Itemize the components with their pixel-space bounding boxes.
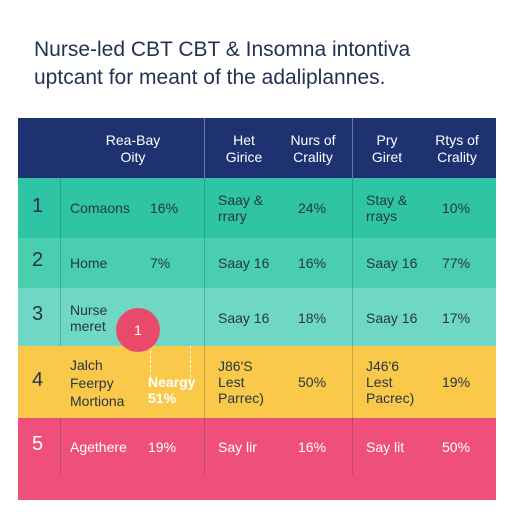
table-row: 1 Comaons 16% Saay & rrary 24% Stay & rr… (18, 178, 496, 238)
row-col-3a: Stay & rrays (366, 192, 408, 224)
header-col-3a: Pry Giret (371, 132, 403, 165)
row-col-3b: 19% (442, 374, 471, 390)
row-percent: 16% (150, 200, 179, 216)
row-percent: 7% (150, 255, 171, 271)
table-header: Rea-Bay Oity Het Girice Nurs of Crality … (18, 118, 496, 178)
title-line-1: Nurse-led CBT CBT & Insomna intontiva (34, 38, 411, 61)
row-col-3b: 10% (442, 200, 471, 216)
row-col-2a: Say lir (218, 439, 257, 455)
table-row: 4 Jalch Feerpy Mortiona Neargy 51% J86'S… (18, 346, 496, 418)
row-percent: Neargy 51% (148, 374, 196, 406)
badge-label: 1 (134, 322, 142, 338)
row-number: 1 (32, 195, 44, 217)
row-col-3b: 17% (442, 310, 471, 326)
header-col-1: Rea-Bay Oity (105, 132, 161, 165)
page-title: Nurse-led CBT CBT & Insomna intontiva up… (34, 36, 484, 92)
row-col-2b: 18% (298, 310, 327, 326)
row-number: 4 (32, 369, 44, 391)
row-label: Home (70, 255, 108, 271)
row-number: 3 (32, 303, 44, 325)
row-label: Jalch Feerpy Mortiona (70, 357, 125, 409)
row-col-3b: 77% (442, 255, 471, 271)
title-line-2: uptcant for meant of the adaliplannes. (34, 66, 386, 89)
row-label: Comaons (70, 200, 130, 216)
highlight-badge: 1 (116, 308, 160, 352)
header-col-2b: Nurs of Crality (290, 132, 336, 165)
row-col-2b: 16% (298, 439, 327, 455)
table-row: 3 Nurse meret Saay 16 18% Saay 16 17% (18, 288, 496, 346)
row-col-2a: Saay 16 (218, 255, 270, 271)
row-col-3a: Saay 16 (366, 255, 418, 271)
row-col-2a: Saay 16 (218, 310, 270, 326)
row-col-3b: 50% (442, 439, 471, 455)
row-percent: 19% (148, 439, 177, 455)
row-col-2b: 50% (298, 374, 327, 390)
table-footer (18, 474, 496, 500)
dashed-divider (190, 346, 191, 382)
comparison-table: Rea-Bay Oity Het Girice Nurs of Crality … (18, 118, 496, 500)
row-col-3a: Saay 16 (366, 310, 418, 326)
table-row: 2 Home 7% Saay 16 16% Saay 16 77% (18, 238, 496, 288)
row-col-2b: 24% (298, 200, 327, 216)
row-number: 2 (32, 249, 44, 271)
dashed-divider (150, 346, 151, 382)
row-label: Nurse meret (70, 302, 108, 334)
table-row: 5 Agethere 19% Say lir 16% Say lit 50% (18, 418, 496, 474)
row-col-2b: 16% (298, 255, 327, 271)
row-col-3a: Say lit (366, 439, 405, 455)
row-label: Agethere (70, 439, 127, 455)
row-col-2a: Saay & rrary (218, 192, 264, 224)
row-col-3a: J46'6 Lest Pacrec) (366, 358, 415, 406)
row-number: 5 (32, 433, 44, 455)
header-col-2a: Het Girice (225, 132, 263, 165)
header-col-3b: Rtys of Crality (435, 132, 479, 165)
row-col-2a: J86'S Lest Parrec) (218, 358, 264, 406)
